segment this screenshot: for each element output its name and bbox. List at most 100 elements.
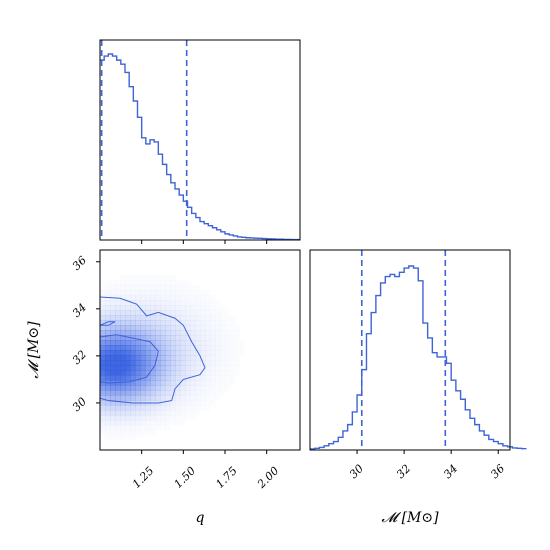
density-cell [235, 350, 240, 355]
density-cell [100, 335, 106, 341]
density-cell [100, 370, 106, 376]
density-cell [105, 410, 111, 416]
density-cell [140, 405, 146, 411]
density-cell [150, 295, 156, 301]
density-cell [130, 360, 136, 366]
density-cell [130, 395, 136, 401]
density-cell [125, 395, 131, 401]
density-cell [175, 320, 181, 326]
density-cell [215, 365, 221, 371]
density-cell [175, 380, 181, 386]
density-cell [175, 365, 181, 371]
density-cell [235, 325, 240, 330]
density-cell [180, 290, 185, 295]
density-cell [100, 375, 106, 381]
density-cell [170, 285, 175, 290]
density-cell [110, 370, 116, 376]
density-cell [100, 325, 106, 331]
density-cell [165, 325, 171, 331]
density-cell [155, 290, 161, 296]
density-cell [180, 320, 186, 326]
density-cell [210, 375, 216, 381]
density-cell [140, 425, 145, 430]
density-cell [110, 345, 116, 351]
density-cell [165, 415, 170, 420]
density-cell [180, 335, 186, 341]
density-cell [225, 360, 230, 365]
density-cell [215, 330, 221, 336]
density-cell [125, 430, 130, 435]
density-cell [205, 325, 211, 331]
density-cell [135, 390, 141, 396]
density-cell [110, 395, 116, 401]
density-cell [115, 410, 121, 416]
density-cell [195, 410, 200, 415]
density-cell [225, 370, 230, 375]
density-cell [230, 360, 235, 365]
density-cell [125, 280, 130, 285]
density-cell [155, 355, 161, 361]
density-cell [150, 290, 156, 296]
density-cell [195, 340, 201, 346]
density-cell [105, 385, 111, 391]
M-histogram-ticks: 30 32 34 36 [347, 450, 507, 481]
density-cell [175, 375, 181, 381]
density-cell [225, 350, 230, 355]
density-cell [205, 365, 211, 371]
density-cell [150, 385, 156, 391]
density-cell [210, 400, 215, 405]
density-cell [115, 315, 121, 321]
density-cell [165, 330, 171, 336]
density-cell [180, 400, 186, 406]
density-cell [125, 435, 130, 440]
density-cell [180, 375, 186, 381]
density-cell [145, 370, 151, 376]
density-cell [100, 365, 106, 371]
density-cell [210, 340, 216, 346]
density-cell [185, 295, 190, 300]
density-cell [115, 395, 121, 401]
density-cell [195, 315, 201, 321]
density-cell [220, 360, 225, 365]
density-cell [160, 320, 166, 326]
density-cell [190, 330, 196, 336]
density-cell [205, 375, 211, 381]
density-cell [220, 385, 225, 390]
density-cell [160, 375, 166, 381]
density-cell [175, 305, 181, 311]
density-cell [120, 295, 126, 301]
density-cell [125, 415, 131, 421]
density-cell [135, 385, 141, 391]
density-cell [115, 385, 121, 391]
density-cell [150, 340, 156, 346]
density-cell [160, 380, 166, 386]
density-cell [185, 320, 191, 326]
density-cell [175, 315, 181, 321]
density-cell [190, 325, 196, 331]
density-cell [110, 305, 116, 311]
density-cell [240, 350, 245, 355]
density-cell [185, 400, 191, 406]
density-cell [200, 320, 206, 326]
density-cell [190, 400, 195, 405]
density-cell [160, 280, 165, 285]
density-cell [195, 390, 201, 396]
density-cell [130, 370, 136, 376]
density-cell [220, 370, 225, 375]
density-cell [235, 345, 240, 350]
density-cell [155, 370, 161, 376]
density-cell [205, 385, 210, 390]
density-cell [230, 325, 235, 330]
density-cell [185, 390, 191, 396]
density-cell [165, 410, 171, 416]
density-cell [100, 395, 106, 401]
density-cell [120, 315, 126, 321]
density-cell [155, 380, 161, 386]
density-cell [160, 275, 165, 280]
density-cell [205, 335, 211, 341]
density-cell [145, 285, 150, 290]
density-cell [175, 350, 181, 356]
density-cell [110, 425, 116, 431]
density-cell [145, 315, 151, 321]
density-cell [155, 390, 161, 396]
